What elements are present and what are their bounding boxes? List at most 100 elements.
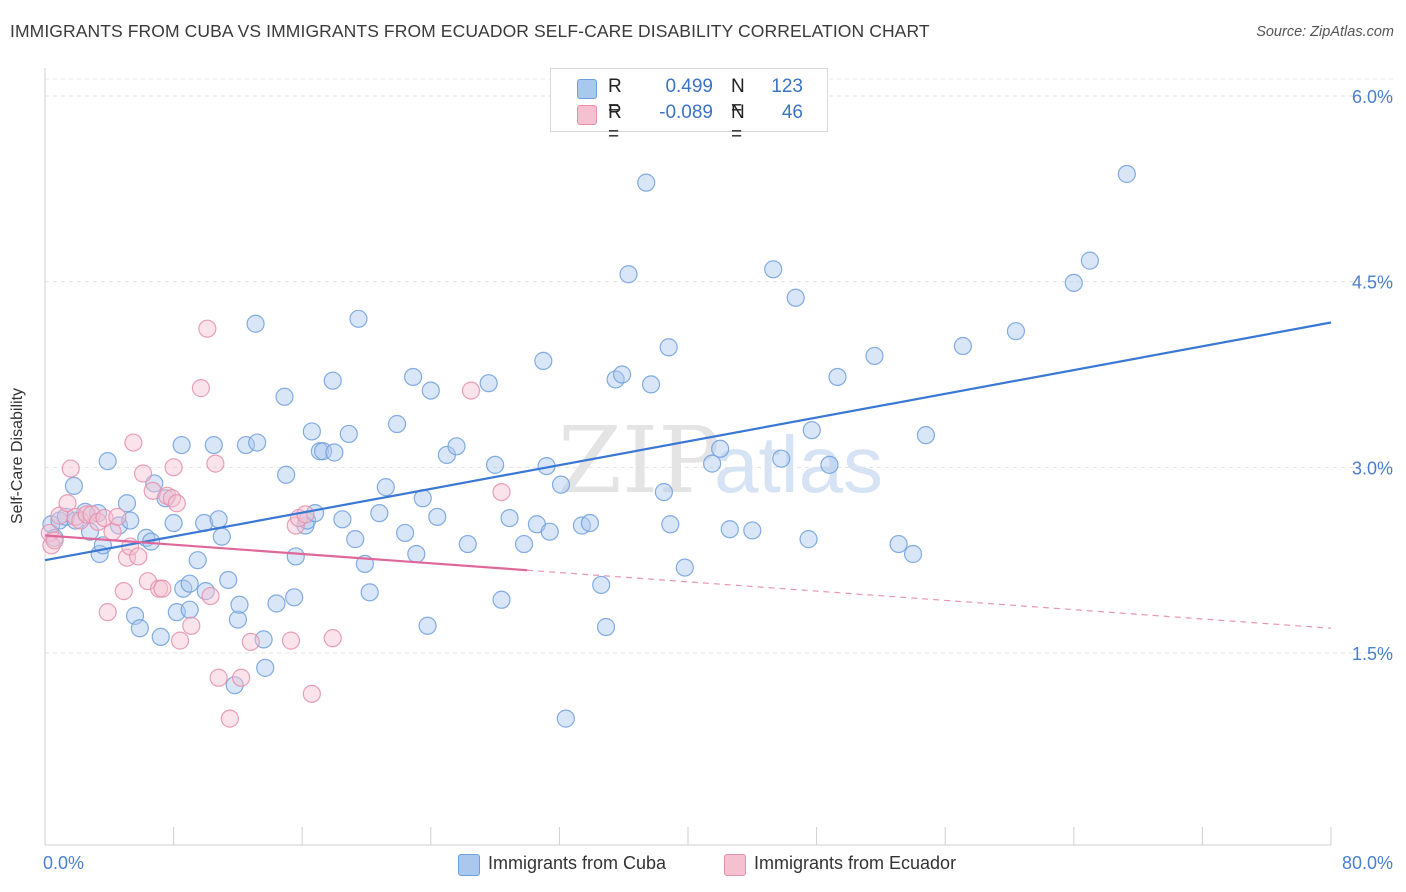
- point-cuba-118: [1117, 164, 1136, 184]
- point-cuba-116: [1064, 273, 1083, 293]
- point-cuba-104: [772, 449, 791, 468]
- y-tick-label-2: 4.5%: [1352, 273, 1393, 293]
- point-cuba-37: [230, 595, 249, 614]
- y-tick-label-0: 1.5%: [1352, 644, 1393, 664]
- trend-lines: [44, 321, 1332, 629]
- data-points: [40, 164, 1136, 728]
- point-cuba-114: [953, 336, 972, 356]
- point-cuba-46: [285, 588, 304, 607]
- point-cuba-74: [458, 534, 477, 554]
- r-value: 0.499: [665, 76, 713, 97]
- point-ecuador-33: [201, 586, 220, 606]
- y-tick-label-1: 3.0%: [1352, 458, 1393, 478]
- point-cuba-70: [421, 381, 440, 400]
- point-ecuador-12: [98, 603, 117, 622]
- point-ecuador-8: [77, 505, 96, 524]
- point-cuba-27: [180, 600, 199, 619]
- y-tick-label-3: 6.0%: [1352, 87, 1393, 107]
- source-label: Source: ZipAtlas.com: [1256, 24, 1394, 40]
- point-cuba-64: [387, 414, 407, 434]
- r-label: R =: [608, 102, 622, 145]
- point-cuba-61: [360, 583, 379, 602]
- grid-lines: [45, 78, 1393, 654]
- point-cuba-100: [711, 439, 730, 458]
- point-ecuador-46: [492, 482, 511, 502]
- point-cuba-38: [236, 435, 256, 455]
- point-cuba-35: [225, 676, 244, 695]
- point-ecuador-4: [58, 494, 77, 513]
- point-cuba-89: [596, 617, 616, 637]
- point-cuba-31: [204, 435, 223, 455]
- point-cuba-67: [407, 544, 426, 564]
- point-cuba-36: [228, 610, 247, 629]
- point-cuba-98: [675, 558, 694, 577]
- point-cuba-113: [916, 426, 936, 445]
- point-cuba-69: [418, 616, 437, 635]
- legend-swatch-cuba: [458, 854, 480, 876]
- point-cuba-77: [492, 590, 511, 609]
- point-ecuador-22: [143, 481, 162, 500]
- point-cuba-50: [302, 422, 321, 441]
- point-cuba-108: [820, 455, 839, 474]
- point-cuba-65: [395, 523, 415, 543]
- point-cuba-97: [661, 515, 680, 534]
- point-cuba-112: [903, 544, 923, 564]
- point-cuba-57: [339, 424, 358, 444]
- point-cuba-58: [346, 530, 365, 549]
- point-cuba-95: [654, 482, 673, 502]
- point-cuba-28: [188, 551, 207, 570]
- point-ecuador-11: [95, 508, 114, 528]
- point-cuba-42: [256, 658, 275, 677]
- point-ecuador-2: [45, 531, 64, 550]
- swatch-cuba: [577, 79, 597, 99]
- point-ecuador-21: [138, 572, 157, 591]
- point-cuba-71: [428, 507, 447, 526]
- point-cuba-103: [764, 260, 783, 279]
- point-cuba-11: [98, 452, 117, 471]
- x-tick-label-1: 80.0%: [1342, 853, 1393, 873]
- point-cuba-115: [1006, 322, 1026, 341]
- point-cuba-3: [56, 507, 75, 526]
- point-cuba-83: [540, 522, 559, 541]
- point-ecuador-5: [61, 459, 80, 478]
- point-cuba-20: [151, 627, 170, 647]
- point-ecuador-32: [198, 319, 217, 338]
- point-cuba-33: [212, 527, 231, 546]
- point-cuba-110: [865, 346, 884, 366]
- point-ecuador-20: [133, 464, 153, 483]
- point-ecuador-18: [124, 433, 143, 452]
- point-cuba-99: [703, 454, 722, 473]
- legend-label-cuba: Immigrants from Cuba: [488, 853, 667, 873]
- point-ecuador-24: [153, 579, 172, 598]
- swatch-ecuador: [577, 105, 597, 125]
- point-cuba-59: [349, 309, 368, 328]
- point-ecuador-34: [206, 454, 225, 473]
- point-cuba-88: [592, 575, 611, 595]
- point-cuba-45: [277, 465, 296, 484]
- point-ecuador-39: [281, 631, 301, 650]
- n-value: 46: [781, 102, 803, 123]
- point-cuba-56: [333, 510, 352, 529]
- point-cuba-47: [286, 547, 305, 566]
- point-cuba-13: [117, 494, 137, 513]
- n-label: N =: [731, 102, 745, 145]
- point-cuba-111: [889, 534, 908, 554]
- point-cuba-40: [248, 433, 267, 452]
- point-cuba-54: [323, 371, 342, 390]
- point-ecuador-31: [191, 379, 211, 398]
- point-cuba-102: [743, 521, 762, 540]
- point-cuba-16: [130, 619, 149, 638]
- point-cuba-84: [551, 475, 571, 494]
- point-cuba-117: [1080, 251, 1099, 270]
- point-cuba-24: [172, 435, 191, 455]
- point-cuba-94: [641, 375, 661, 394]
- point-cuba-81: [534, 351, 553, 370]
- point-cuba-22: [164, 513, 183, 533]
- point-ecuador-27: [164, 458, 183, 477]
- point-ecuador-19: [129, 547, 148, 566]
- point-ecuador-30: [182, 616, 201, 635]
- point-ecuador-44: [323, 629, 342, 648]
- point-cuba-43: [267, 594, 286, 613]
- point-cuba-62: [370, 504, 389, 523]
